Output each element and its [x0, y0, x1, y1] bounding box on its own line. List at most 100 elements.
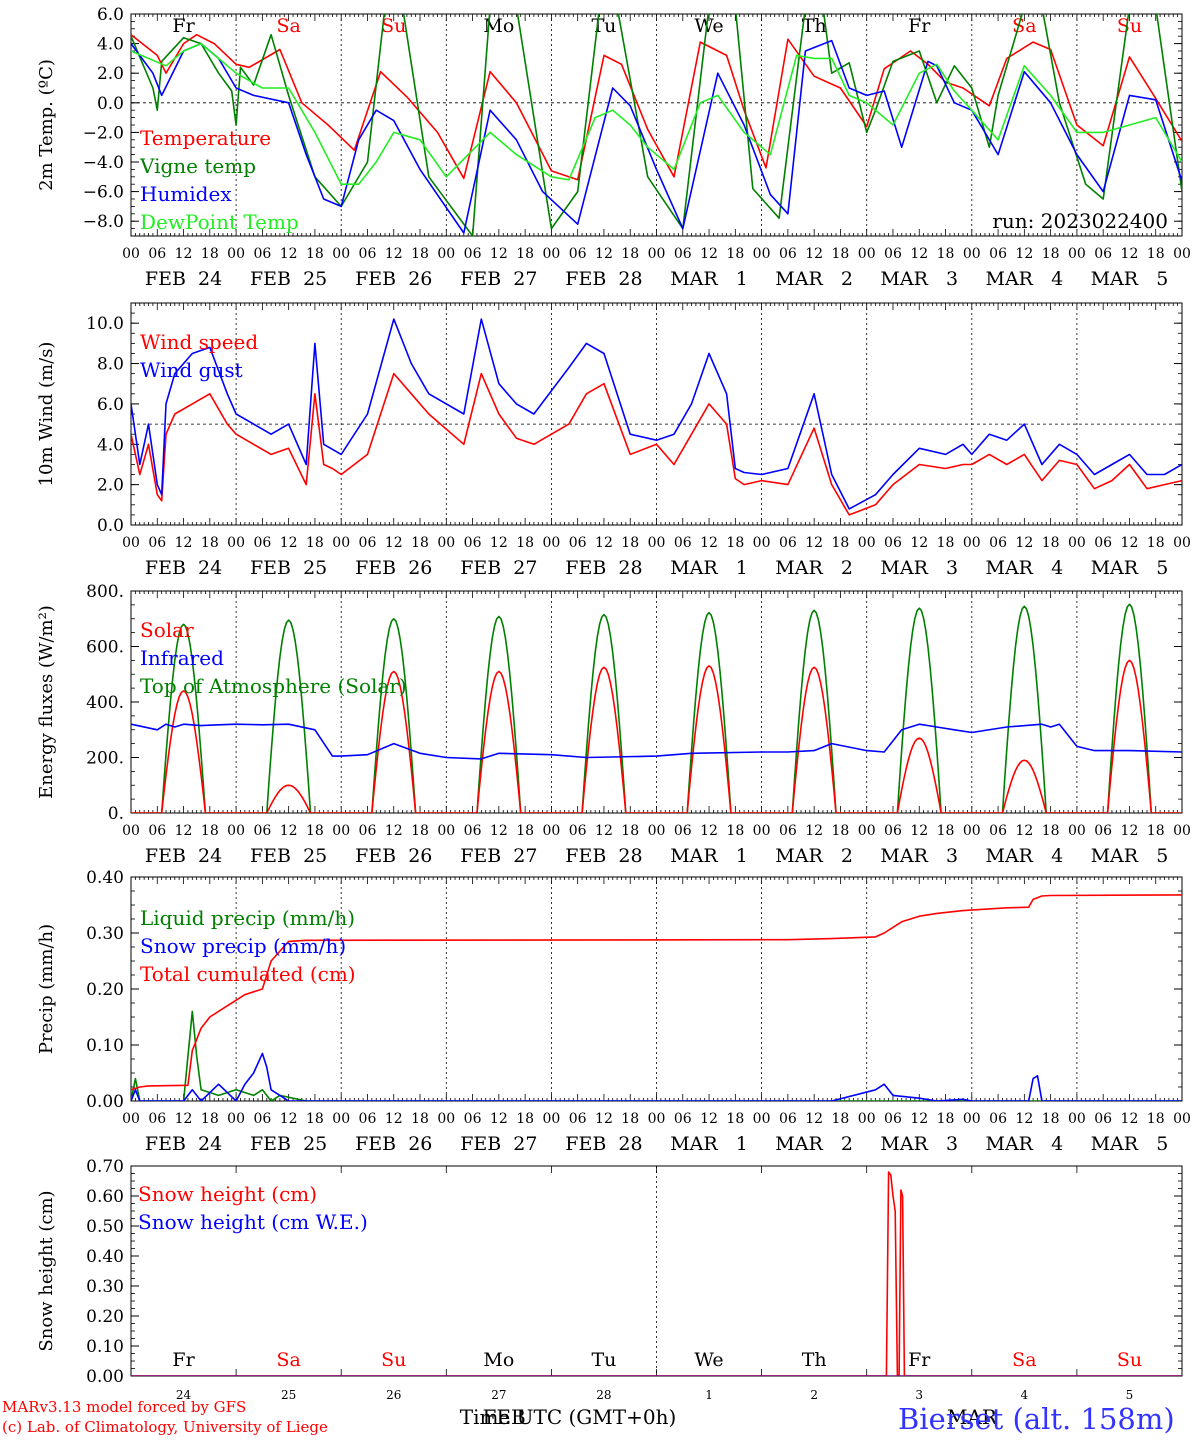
panel-4-hour-label: 12	[910, 1111, 928, 1127]
panel-1-legend-entry: DewPoint Temp	[140, 210, 299, 234]
panel-4-hour-label: 18	[937, 1111, 955, 1127]
panel-1-weekday-label: Su	[381, 15, 406, 37]
panel-4-hour-label: 06	[253, 1111, 271, 1127]
panel-2-legend-entry: Wind speed	[140, 330, 258, 354]
panel-2-y-tick-label: 4.0	[97, 435, 124, 455]
panel-1-date-label: FEB 28	[565, 268, 642, 290]
panel-3-hour-label: 12	[910, 823, 928, 839]
panel-3-hour-label: 00	[332, 823, 350, 839]
panel-2-hour-label: 18	[621, 535, 639, 551]
panel-2-date-label: FEB 24	[145, 557, 222, 579]
panel-4-hour-label: 18	[621, 1111, 639, 1127]
panel-1-hour-label: 00	[753, 246, 771, 262]
panel-1-date-label: FEB 24	[145, 268, 222, 290]
panel-5-y-tick-label: 0.60	[86, 1187, 124, 1207]
panel-3-hour-label: 00	[1173, 823, 1191, 839]
panel-1-weekday-label: Fr	[908, 15, 931, 37]
panel-1-hour-label: 06	[569, 246, 587, 262]
panel-1-hour-label: 18	[411, 246, 429, 262]
panel-3-y-tick-label: 200.	[86, 749, 124, 769]
panel-1-weekday-label: Tu	[591, 15, 616, 37]
panel-4-hour-label: 00	[753, 1111, 771, 1127]
panel-4-hour-label: 12	[280, 1111, 298, 1127]
panel-1-date-label: FEB 26	[355, 268, 432, 290]
panel-1-date-label: FEB 25	[250, 268, 327, 290]
panel-4-hour-label: 18	[411, 1111, 429, 1127]
panel-3-hour-label: 00	[437, 823, 455, 839]
panel-2-hour-label: 18	[726, 535, 744, 551]
panel-2-date-label: MAR 1	[670, 557, 748, 579]
panel-1-legend-entry: Temperature	[140, 126, 271, 150]
panel-5-weekday-label: Sa	[1012, 1349, 1036, 1371]
panel-3-date-label: MAR 1	[670, 845, 748, 867]
panel-4-hour-label: 06	[989, 1111, 1007, 1127]
panel-2-hour-label: 12	[175, 535, 193, 551]
panel-3-date-label: FEB 28	[565, 845, 642, 867]
panel-4-hour-label: 06	[569, 1111, 587, 1127]
panel-3-hour-label: 12	[385, 823, 403, 839]
panel-3-date-label: MAR 5	[1091, 845, 1169, 867]
panel-3-hour-label: 00	[122, 823, 140, 839]
credits-line-1: MARv3.13 model forced by GFS	[2, 1398, 247, 1416]
panel-4-hour-label: 06	[359, 1111, 377, 1127]
panel-3-hour-label: 18	[1042, 823, 1060, 839]
panel-3-hour-label: 00	[963, 823, 981, 839]
panel-3-hour-label: 06	[779, 823, 797, 839]
panel-3-y-tick-label: 0.	[108, 804, 124, 824]
panel-1-legend-entry: Vigne temp	[139, 154, 256, 178]
panel-1-date-label: MAR 2	[775, 268, 853, 290]
panel-1-hour-label: 18	[832, 246, 850, 262]
panel-3-date-label: MAR 2	[775, 845, 853, 867]
panel-4-date-label: FEB 26	[355, 1133, 432, 1155]
panel-4-hour-label: 18	[726, 1111, 744, 1127]
panel-1-y-tick-label: −4.0	[83, 153, 124, 173]
panel-1-legend-entry: Humidex	[140, 182, 232, 206]
panel-2-hour-label: 18	[1042, 535, 1060, 551]
panel-3-hour-label: 06	[989, 823, 1007, 839]
panel-5-legend-entry: Snow height (cm W.E.)	[138, 1210, 368, 1234]
panel-4-date-label: MAR 5	[1091, 1133, 1169, 1155]
day-number-label: 5	[1126, 1388, 1134, 1402]
day-number-label: 24	[176, 1388, 192, 1402]
panel-2-hour-label: 00	[542, 535, 560, 551]
panel-4-hour-label: 00	[858, 1111, 876, 1127]
panel-1-hour-label: 12	[1121, 246, 1139, 262]
panel-5-y-tick-label: 0.70	[86, 1157, 124, 1177]
panel-1-weekday-label: We	[694, 15, 723, 37]
panel-1-hour-label: 18	[937, 246, 955, 262]
panel-2-hour-label: 12	[805, 535, 823, 551]
panel-3-date-label: MAR 4	[985, 845, 1063, 867]
panel-5-weekday-label: Fr	[908, 1349, 931, 1371]
panel-4-hour-label: 12	[595, 1111, 613, 1127]
day-number-label: 27	[491, 1388, 506, 1402]
panel-4-hour-label: 12	[700, 1111, 718, 1127]
panel-4-hour-label: 00	[542, 1111, 560, 1127]
panel-1-hour-label: 06	[884, 246, 902, 262]
panel-1-y-tick-label: 2.0	[97, 64, 124, 84]
panel-2-hour-label: 06	[253, 535, 271, 551]
panel-4-hour-label: 18	[201, 1111, 219, 1127]
panel-3-hour-label: 12	[805, 823, 823, 839]
panel-4-hour-label: 00	[1068, 1111, 1086, 1127]
day-number-label: 26	[386, 1388, 401, 1402]
panel-3-hour-label: 12	[490, 823, 508, 839]
panel-3-hour-label: 18	[726, 823, 744, 839]
panel-2-series-wind-speed	[131, 372, 1182, 516]
panel-1-hour-label: 18	[306, 246, 324, 262]
panel-1-weekday-label: Th	[802, 15, 827, 37]
panel-5-series-snow-height-cm	[131, 1171, 1182, 1376]
panel-5-y-tick-label: 0.30	[86, 1277, 124, 1297]
panel-2-hour-label: 12	[910, 535, 928, 551]
panel-5-weekday-label: Fr	[172, 1349, 195, 1371]
station-label: Bierset (alt. 158m)	[898, 1402, 1175, 1436]
panel-3-hour-label: 12	[1121, 823, 1139, 839]
panel-2-date-label: FEB 27	[460, 557, 537, 579]
panel-5-y-tick-label: 0.50	[86, 1217, 124, 1237]
panel-3-hour-label: 06	[1094, 823, 1112, 839]
panel-2-hour-label: 00	[753, 535, 771, 551]
panel-3-legend-entry: Top of Atmosphere (Solar)	[140, 674, 407, 698]
panel-1-hour-label: 00	[437, 246, 455, 262]
panel-2-hour-label: 00	[858, 535, 876, 551]
panel-3-hour-label: 06	[674, 823, 692, 839]
panel-3-y-tick-label: 800.	[86, 582, 124, 602]
